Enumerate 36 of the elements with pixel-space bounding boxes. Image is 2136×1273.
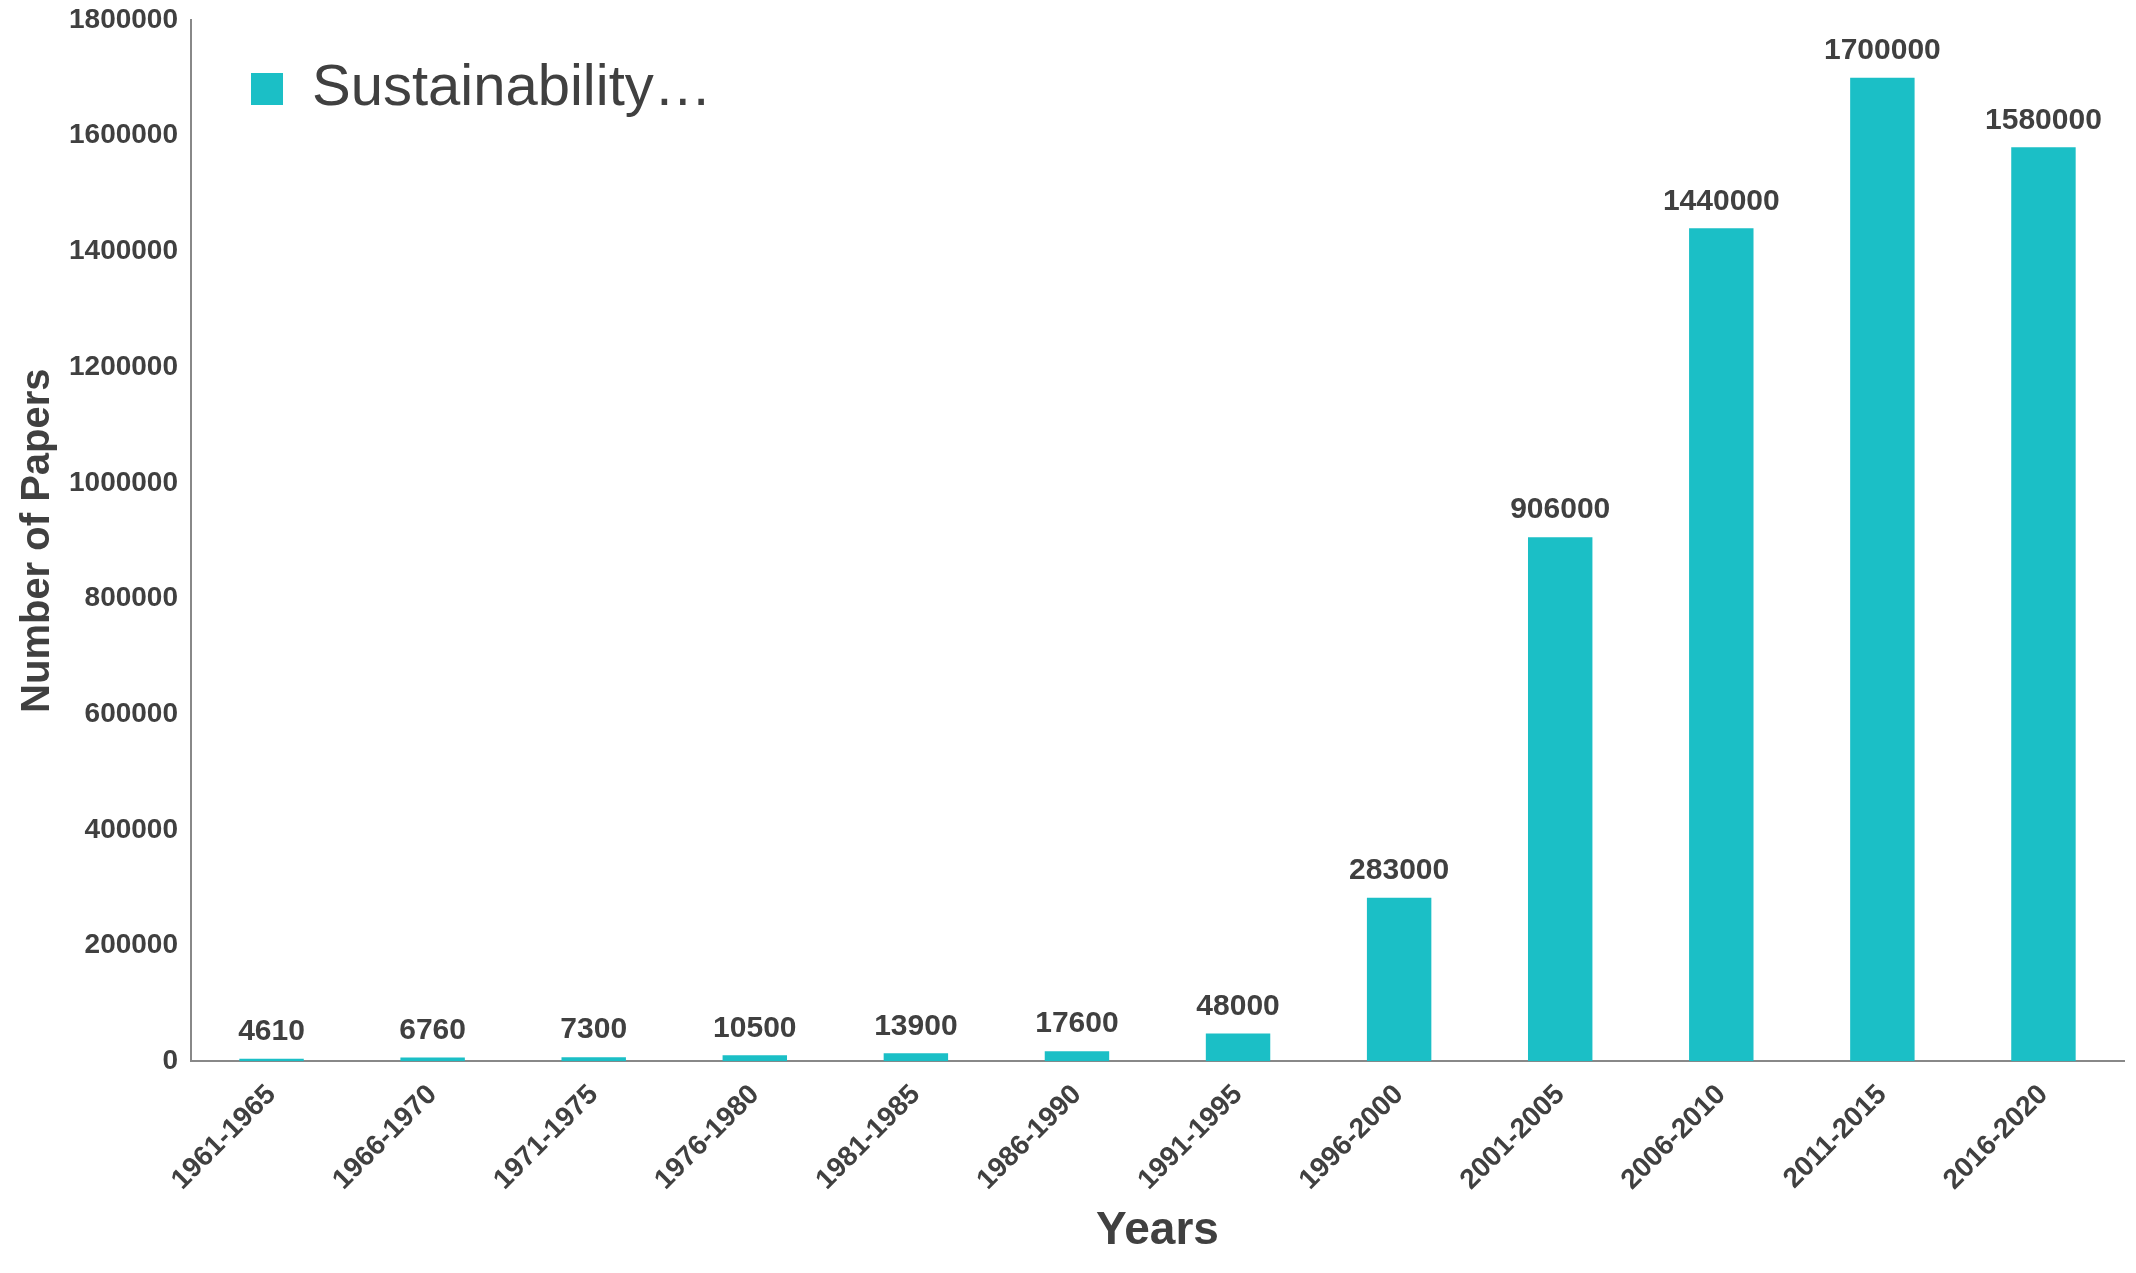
data-label: 4610	[238, 1012, 305, 1046]
y-tick-label: 1000000	[68, 465, 179, 497]
y-tick-label: 600000	[84, 696, 179, 728]
bar	[2011, 147, 2076, 1062]
y-tick-label: 800000	[84, 581, 179, 613]
bar	[883, 1053, 949, 1062]
bar	[1527, 537, 1593, 1062]
data-label: 1440000	[1662, 182, 1780, 216]
x-axis-title: Years	[1096, 1202, 1219, 1255]
bar	[1044, 1051, 1110, 1062]
y-tick-label: 0	[162, 1044, 179, 1076]
data-label: 13900	[874, 1007, 958, 1041]
data-label: 6760	[399, 1011, 467, 1045]
bar	[400, 1057, 465, 1062]
data-label: 1700000	[1823, 32, 1941, 66]
data-label: 283000	[1349, 851, 1450, 885]
legend-label: Sustainability…	[312, 52, 712, 117]
bar	[1205, 1033, 1271, 1062]
y-tick-label: 1800000	[68, 2, 179, 34]
y-tick-label: 1400000	[68, 234, 179, 266]
data-label: 48000	[1196, 987, 1280, 1021]
data-label: 17600	[1035, 1005, 1119, 1039]
bar	[1366, 897, 1432, 1062]
data-label: 7300	[560, 1011, 628, 1045]
data-label: 1580000	[1985, 101, 2102, 135]
data-label: 906000	[1510, 491, 1611, 525]
bar	[561, 1057, 626, 1062]
y-axis-title: Number of Papers	[13, 368, 58, 713]
data-label: 10500	[713, 1009, 797, 1043]
y-tick-label: 400000	[84, 812, 179, 844]
bar	[722, 1055, 788, 1062]
y-tick-label: 1600000	[68, 118, 179, 150]
y-tick-label: 1200000	[68, 349, 179, 381]
y-tick-label: 200000	[84, 928, 179, 960]
bar	[1689, 228, 1754, 1062]
bar	[1850, 77, 1915, 1062]
